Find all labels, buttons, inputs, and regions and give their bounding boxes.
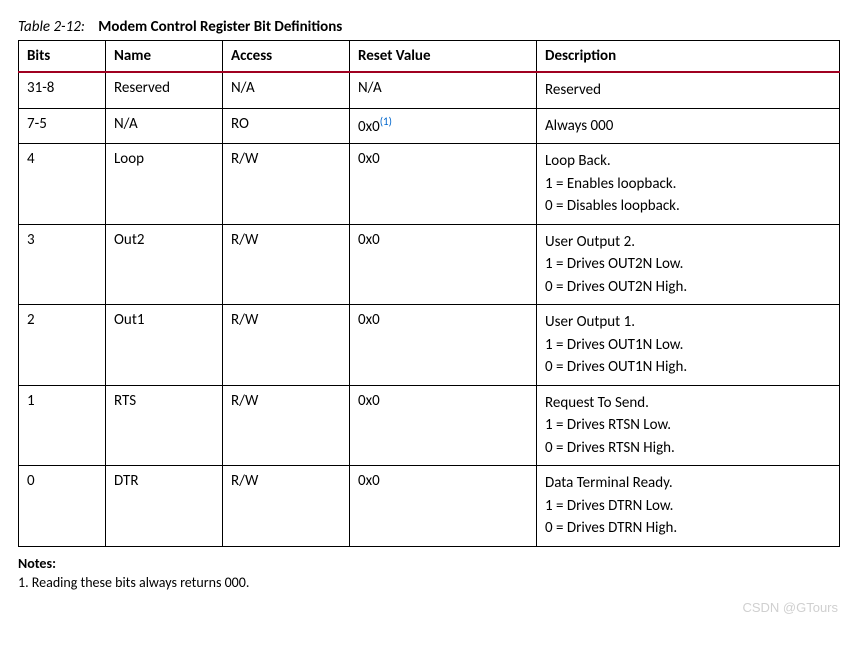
- col-desc: Description: [537, 41, 840, 73]
- cell-access: R/W: [223, 385, 350, 466]
- description-line: Request To Send.: [545, 392, 831, 415]
- cell-reset: 0x0: [350, 466, 537, 547]
- col-name: Name: [106, 41, 223, 73]
- cell-reset: 0x0: [350, 305, 537, 386]
- cell-description: User Output 2.1 = Drives OUT2N Low.0 = D…: [537, 224, 840, 305]
- cell-access: R/W: [223, 305, 350, 386]
- table-row: 0DTRR/W0x0Data Terminal Ready.1 = Drives…: [19, 466, 840, 547]
- notes-block: Notes: 1. Reading these bits always retu…: [18, 555, 840, 591]
- cell-name: Out2: [106, 224, 223, 305]
- cell-bits: 1: [19, 385, 106, 466]
- col-access: Access: [223, 41, 350, 73]
- table-row: 3Out2R/W0x0User Output 2.1 = Drives OUT2…: [19, 224, 840, 305]
- caption-label: Table 2-12:: [18, 18, 85, 36]
- table-row: 31-8ReservedN/AN/AReserved: [19, 72, 840, 108]
- cell-name: DTR: [106, 466, 223, 547]
- description-line: User Output 2.: [545, 231, 831, 254]
- col-reset: Reset Value: [350, 41, 537, 73]
- cell-description: Always 000: [537, 108, 840, 144]
- col-bits: Bits: [19, 41, 106, 73]
- notes-item: 1. Reading these bits always returns 000…: [18, 574, 840, 591]
- cell-name: N/A: [106, 108, 223, 144]
- description-line: 1 = Drives DTRN Low.: [545, 495, 831, 518]
- register-table: Bits Name Access Reset Value Description…: [18, 40, 840, 547]
- description-line: Loop Back.: [545, 150, 831, 173]
- cell-bits: 0: [19, 466, 106, 547]
- caption-title: Modem Control Register Bit Definitions: [98, 18, 342, 36]
- cell-description: Loop Back.1 = Enables loopback.0 = Disab…: [537, 144, 840, 225]
- table-row: 2Out1R/W0x0User Output 1.1 = Drives OUT1…: [19, 305, 840, 386]
- description-line: Always 000: [545, 115, 831, 138]
- cell-bits: 7-5: [19, 108, 106, 144]
- cell-description: Reserved: [537, 72, 840, 108]
- watermark: CSDN @GTours: [742, 600, 838, 615]
- description-line: 1 = Drives OUT2N Low.: [545, 253, 831, 276]
- cell-bits: 2: [19, 305, 106, 386]
- cell-reset: 0x0: [350, 385, 537, 466]
- description-line: 0 = Drives OUT1N High.: [545, 356, 831, 379]
- header-row: Bits Name Access Reset Value Description: [19, 41, 840, 73]
- description-line: 0 = Disables loopback.: [545, 195, 831, 218]
- cell-name: RTS: [106, 385, 223, 466]
- description-line: 1 = Drives OUT1N Low.: [545, 334, 831, 357]
- description-line: 0 = Drives OUT2N High.: [545, 276, 831, 299]
- table-caption: Table 2-12: Modem Control Register Bit D…: [18, 18, 840, 36]
- cell-name: Reserved: [106, 72, 223, 108]
- table-row: 1RTSR/W0x0Request To Send.1 = Drives RTS…: [19, 385, 840, 466]
- cell-bits: 4: [19, 144, 106, 225]
- cell-description: Data Terminal Ready.1 = Drives DTRN Low.…: [537, 466, 840, 547]
- description-line: 0 = Drives RTSN High.: [545, 437, 831, 460]
- table-row: 4LoopR/W0x0Loop Back.1 = Enables loopbac…: [19, 144, 840, 225]
- cell-access: R/W: [223, 224, 350, 305]
- table-row: 7-5N/ARO0x0(1) Always 000: [19, 108, 840, 144]
- cell-access: RO: [223, 108, 350, 144]
- description-line: Reserved: [545, 79, 831, 102]
- notes-header: Notes:: [18, 555, 840, 572]
- cell-reset: 0x0: [350, 144, 537, 225]
- cell-access: R/W: [223, 144, 350, 225]
- cell-description: User Output 1.1 = Drives OUT1N Low.0 = D…: [537, 305, 840, 386]
- cell-reset: N/A: [350, 72, 537, 108]
- cell-reset: 0x0: [350, 224, 537, 305]
- description-line: 0 = Drives DTRN High.: [545, 517, 831, 540]
- cell-reset: 0x0(1): [350, 108, 537, 144]
- cell-bits: 3: [19, 224, 106, 305]
- footnote-ref: (1): [380, 115, 392, 128]
- cell-description: Request To Send.1 = Drives RTSN Low.0 = …: [537, 385, 840, 466]
- description-line: Data Terminal Ready.: [545, 472, 831, 495]
- cell-name: Out1: [106, 305, 223, 386]
- description-line: User Output 1.: [545, 311, 831, 334]
- cell-access: R/W: [223, 466, 350, 547]
- cell-bits: 31-8: [19, 72, 106, 108]
- cell-name: Loop: [106, 144, 223, 225]
- description-line: 1 = Enables loopback.: [545, 173, 831, 196]
- description-line: 1 = Drives RTSN Low.: [545, 414, 831, 437]
- cell-access: N/A: [223, 72, 350, 108]
